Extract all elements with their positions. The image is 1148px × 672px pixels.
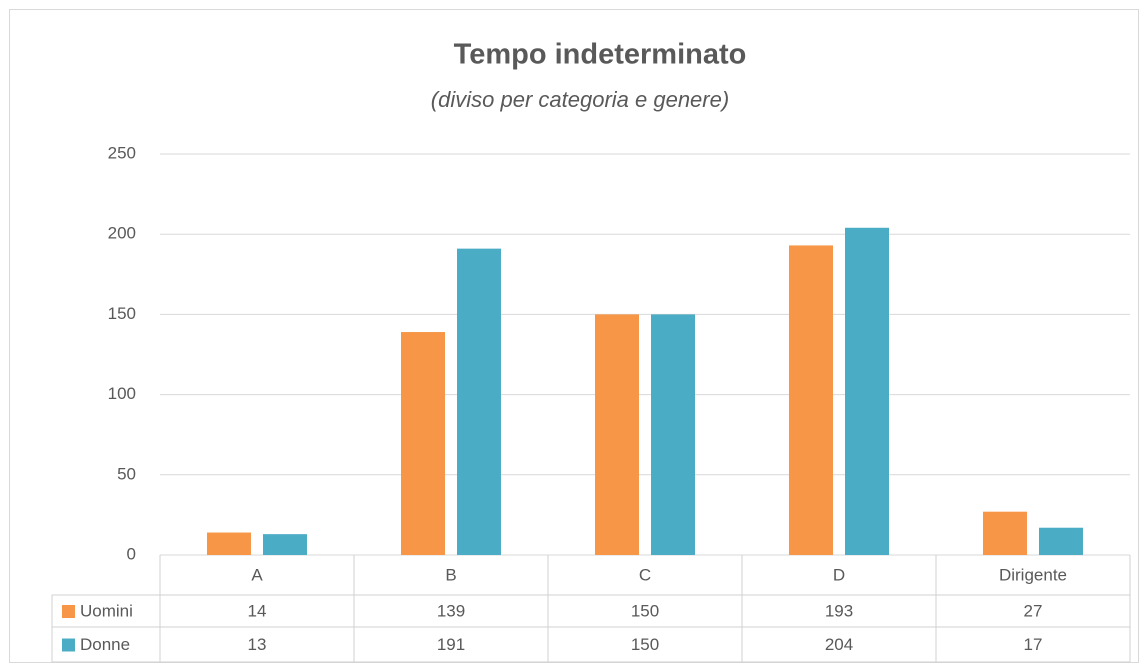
table-value: 13 (248, 635, 267, 654)
y-tick-label: 0 (127, 544, 136, 563)
table-value: 139 (437, 601, 465, 620)
legend-swatch (62, 605, 75, 618)
x-tick-label: C (639, 565, 651, 584)
legend-swatch (62, 638, 75, 652)
x-tick-label: D (833, 565, 845, 584)
bar (1039, 527, 1083, 555)
x-tick-label: A (251, 565, 263, 584)
table-value: 150 (631, 601, 659, 620)
table-value: 150 (631, 635, 659, 654)
y-tick-label: 250 (108, 143, 136, 162)
bar (845, 227, 889, 555)
legend-label: Uomini (80, 601, 133, 620)
y-tick-label: 50 (117, 464, 136, 483)
y-tick-label: 200 (108, 224, 136, 243)
x-tick-label: B (445, 565, 456, 584)
table-value: 191 (437, 635, 465, 654)
bar (983, 511, 1027, 555)
chart-subtitle: (diviso per categoria e genere) (431, 87, 729, 112)
table-value: 27 (1024, 601, 1043, 620)
bar (457, 248, 501, 556)
table-value: 193 (825, 601, 853, 620)
table-value: 14 (248, 601, 267, 620)
table-value: 17 (1024, 635, 1043, 654)
chart-border (9, 9, 1139, 663)
table-value: 204 (825, 635, 853, 654)
bar (595, 314, 639, 555)
bar (207, 532, 251, 555)
y-tick-label: 150 (108, 304, 136, 323)
bar (651, 314, 695, 555)
y-tick-label: 100 (108, 384, 136, 403)
bar (401, 332, 445, 555)
legend-label: Donne (80, 635, 130, 654)
chart-title: Tempo indeterminato (454, 39, 747, 71)
table-grid (51, 555, 1131, 663)
bar (263, 534, 307, 555)
x-tick-label: Dirigente (999, 565, 1067, 584)
bar (789, 245, 833, 556)
